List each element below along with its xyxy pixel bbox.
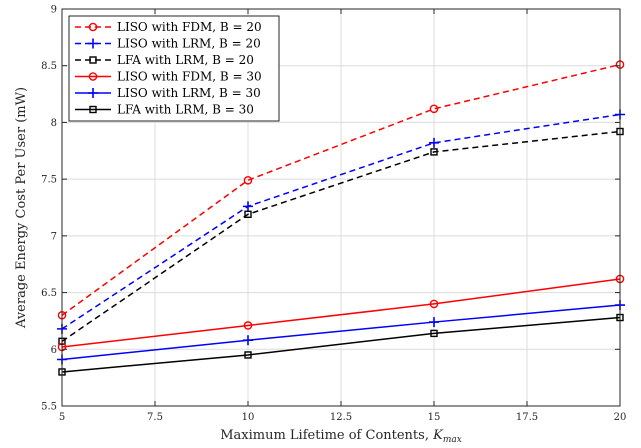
legend-label: LISO with LRM, B = 20 — [117, 37, 261, 51]
data-point-plus — [429, 137, 439, 148]
legend-entry: LISO with FDM, B = 30 — [75, 70, 262, 84]
data-point-plus — [243, 201, 253, 212]
ticks: 5 7.5 10 12.5 15 17.5 20 5.5 6 6.5 7 7.5 8 8.5 9 — [41, 5, 626, 424]
series-line — [61, 130, 621, 342]
x-tick-label: 20 — [614, 412, 627, 423]
y-tick-label: 8 — [51, 118, 57, 129]
legend-entry: LFA with LRM, B = 20 — [75, 53, 254, 67]
data-point-circle — [243, 321, 253, 330]
x-axis-label: Maximum Lifetime of Contents, Kmax — [220, 428, 462, 445]
y-tick-label: 6.5 — [41, 288, 57, 299]
data-point-square — [244, 351, 252, 359]
legend-label: LISO with FDM, B = 20 — [117, 20, 262, 34]
y-tick-label: 5.5 — [41, 402, 57, 413]
data-point-square — [244, 210, 252, 219]
x-tick-label: 15 — [428, 412, 441, 423]
series-line — [61, 304, 621, 361]
data-point-plus — [429, 317, 439, 328]
data-point-plus — [243, 335, 253, 346]
y-tick-label: 8.5 — [41, 61, 57, 72]
data-point-square — [89, 105, 97, 114]
series-line — [61, 278, 621, 348]
series-line — [61, 316, 621, 373]
legend: LISO with FDM, B = 20 LISO with LRM, B = … — [68, 15, 280, 122]
data-point-plus — [88, 88, 98, 98]
x-tick-label: 12.5 — [330, 412, 352, 423]
x-tick-label: 7.5 — [147, 412, 163, 423]
series-line — [61, 63, 621, 316]
legend-label: LISO with FDM, B = 30 — [117, 70, 262, 84]
legend-box — [68, 15, 280, 122]
legend-entry: LISO with LRM, B = 20 — [75, 37, 261, 51]
legend-entry: LFA with LRM, B = 30 — [75, 103, 254, 117]
data-point-circle — [429, 104, 439, 114]
y-tick-label: 7.5 — [41, 175, 57, 186]
legend-entry: LISO with FDM, B = 20 — [75, 20, 262, 34]
legend-label: LFA with LRM, B = 20 — [117, 53, 254, 67]
data-point-square — [89, 56, 97, 64]
legend-label: LFA with LRM, B = 30 — [117, 103, 254, 117]
legend-entry: LISO with LRM, B = 30 — [75, 86, 261, 100]
y-tick-label: 6 — [51, 345, 57, 356]
data-point-circle — [243, 175, 253, 185]
data-point-circle — [88, 22, 98, 32]
data-point-plus — [88, 38, 98, 49]
x-tick-label: 5 — [59, 412, 65, 423]
y-tick-label: 9 — [51, 5, 57, 16]
series-line — [61, 113, 621, 330]
x-tick-label: 17.5 — [516, 412, 538, 423]
data-point-circle — [88, 72, 98, 81]
data-point-square — [430, 148, 438, 156]
y-axis-label: Average Energy Cost Per User (mW) — [14, 87, 29, 329]
y-tick-label: 7 — [51, 231, 57, 242]
legend-label: LISO with LRM, B = 30 — [117, 86, 261, 100]
data-point-square — [430, 329, 438, 338]
x-tick-label: 10 — [242, 412, 255, 423]
data-point-circle — [429, 299, 439, 309]
